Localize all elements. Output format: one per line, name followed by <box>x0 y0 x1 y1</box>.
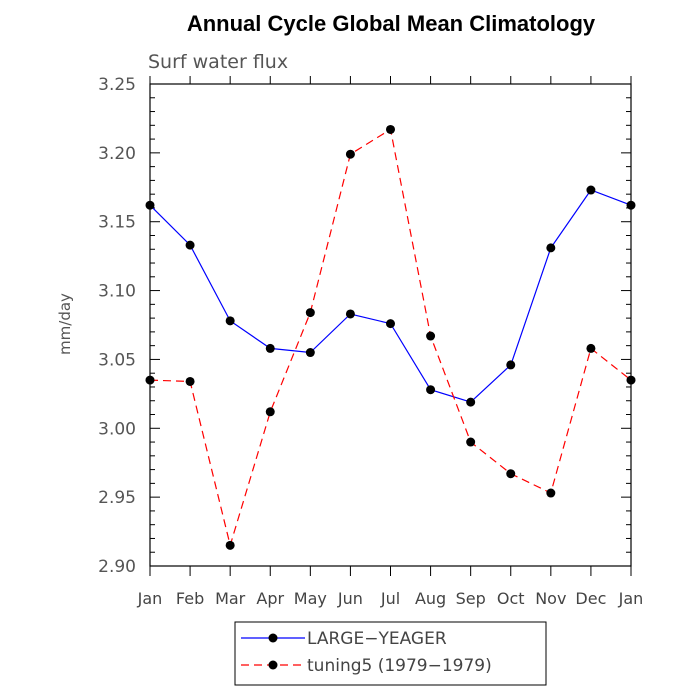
chart-subtitle: Surf water flux <box>148 51 288 73</box>
series-layer <box>145 124 636 550</box>
data-point <box>225 540 235 550</box>
y-tick-label: 3.20 <box>98 144 136 164</box>
chart-title: Annual Cycle Global Mean Climatology <box>187 11 596 36</box>
legend: LARGE−YEAGER tuning5 (1979−1979) <box>234 621 547 686</box>
y-tick-label: 3.00 <box>98 419 136 439</box>
x-tick-label: Apr <box>256 589 284 608</box>
y-axis-label: mm/day <box>56 293 74 355</box>
data-point <box>586 343 596 353</box>
x-tick-label: Jan <box>618 589 644 608</box>
series-1 <box>145 185 636 407</box>
legend-label: tuning5 (1979−1979) <box>307 656 492 676</box>
data-point <box>426 385 436 395</box>
data-point <box>265 407 275 417</box>
data-point <box>426 331 436 341</box>
y-tick-label: 3.25 <box>98 75 136 95</box>
y-tick-label: 3.05 <box>98 350 136 370</box>
x-tick-label: Jan <box>137 589 163 608</box>
legend-box <box>234 621 547 686</box>
x-tick-label: Dec <box>575 589 606 608</box>
data-point <box>506 469 516 479</box>
y-tick-label: 3.10 <box>98 282 136 302</box>
x-tick-label: Feb <box>176 589 204 608</box>
y-tick-label: 2.90 <box>98 557 136 577</box>
x-tick-label: Nov <box>535 589 566 608</box>
x-tick-label: Oct <box>497 589 525 608</box>
axis-ticks: 2.90 2.95 3.00 3.05 3.10 3.15 3.20 3.25 Jan Feb Ma… <box>98 75 643 608</box>
data-point <box>225 316 235 326</box>
x-tick-label: Jun <box>337 589 363 608</box>
data-point <box>345 309 355 319</box>
x-tick-label: Aug <box>415 589 446 608</box>
data-point <box>386 124 395 134</box>
legend-marker <box>268 660 278 670</box>
legend-label: LARGE−YEAGER <box>307 629 447 649</box>
data-point <box>386 319 395 329</box>
data-point <box>466 437 476 447</box>
y-tick-label: 3.15 <box>98 213 136 233</box>
data-point <box>265 343 275 353</box>
x-tick-label: Sep <box>456 589 486 608</box>
data-point <box>185 240 195 250</box>
x-tick-label: Mar <box>215 589 246 608</box>
data-point <box>305 308 315 318</box>
data-point <box>626 200 636 210</box>
x-tick-label: Jul <box>380 589 400 608</box>
series-line <box>149 128 632 548</box>
data-point <box>586 185 596 195</box>
x-tick-label: May <box>294 589 327 608</box>
data-point <box>145 375 155 385</box>
data-point <box>546 243 556 253</box>
data-point <box>546 488 556 498</box>
data-point <box>506 360 516 370</box>
data-point <box>626 375 636 385</box>
series-line <box>149 189 632 403</box>
data-point <box>466 397 476 407</box>
data-point <box>145 200 155 210</box>
series-2 <box>145 124 636 550</box>
legend-marker <box>268 633 278 643</box>
data-point <box>185 376 195 386</box>
data-point <box>345 149 355 159</box>
y-tick-label: 2.95 <box>98 488 136 508</box>
data-point <box>305 348 315 358</box>
